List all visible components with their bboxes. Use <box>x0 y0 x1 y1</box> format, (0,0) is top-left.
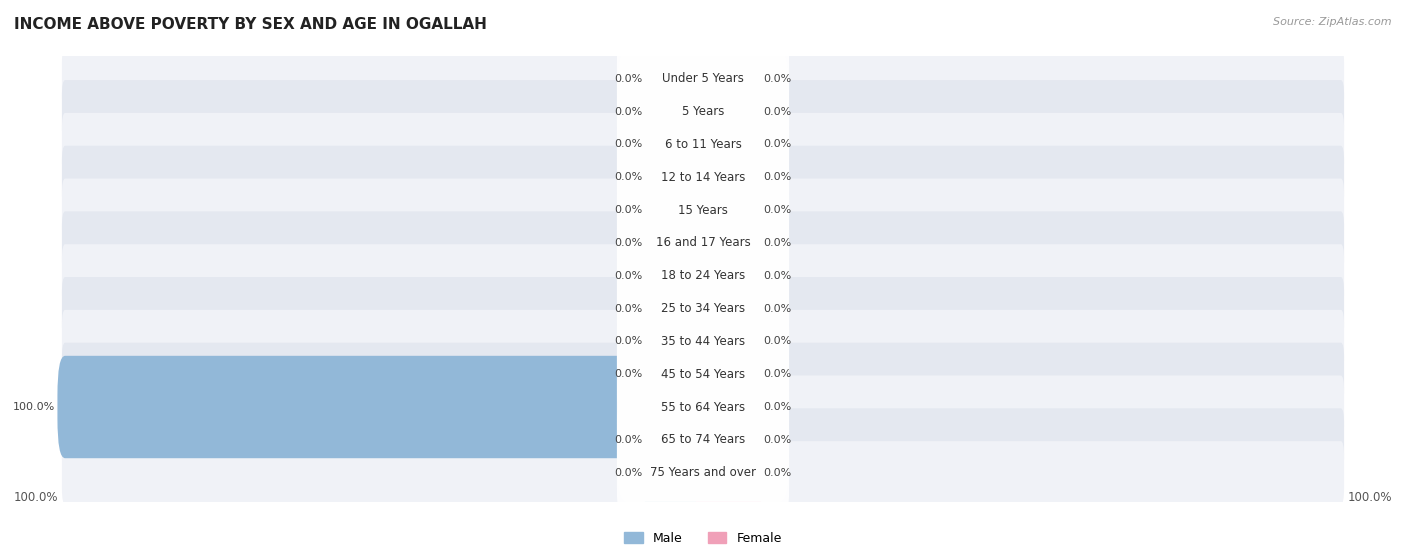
FancyBboxPatch shape <box>62 211 1344 275</box>
FancyBboxPatch shape <box>617 214 789 337</box>
Text: 0.0%: 0.0% <box>614 336 643 347</box>
FancyBboxPatch shape <box>617 345 789 469</box>
FancyBboxPatch shape <box>62 80 1344 143</box>
Legend: Male, Female: Male, Female <box>619 527 787 550</box>
Text: 55 to 64 Years: 55 to 64 Years <box>661 401 745 413</box>
Text: 6 to 11 Years: 6 to 11 Years <box>665 138 741 151</box>
FancyBboxPatch shape <box>62 310 1344 373</box>
Text: Under 5 Years: Under 5 Years <box>662 73 744 85</box>
Text: 0.0%: 0.0% <box>763 468 792 478</box>
FancyBboxPatch shape <box>644 93 710 196</box>
Text: 0.0%: 0.0% <box>614 172 643 182</box>
Text: 0.0%: 0.0% <box>763 369 792 379</box>
Text: 0.0%: 0.0% <box>614 435 643 445</box>
Text: 0.0%: 0.0% <box>614 369 643 379</box>
FancyBboxPatch shape <box>696 126 762 228</box>
Text: 0.0%: 0.0% <box>614 238 643 248</box>
FancyBboxPatch shape <box>58 356 710 458</box>
FancyBboxPatch shape <box>644 224 710 327</box>
Text: 0.0%: 0.0% <box>614 468 643 478</box>
FancyBboxPatch shape <box>696 27 762 130</box>
FancyBboxPatch shape <box>644 126 710 228</box>
Text: 25 to 34 Years: 25 to 34 Years <box>661 302 745 315</box>
FancyBboxPatch shape <box>644 159 710 261</box>
Text: 0.0%: 0.0% <box>763 140 792 150</box>
Text: 0.0%: 0.0% <box>763 172 792 182</box>
FancyBboxPatch shape <box>62 441 1344 504</box>
FancyBboxPatch shape <box>696 421 762 524</box>
FancyBboxPatch shape <box>617 50 789 173</box>
Text: 0.0%: 0.0% <box>614 304 643 314</box>
Text: 18 to 24 Years: 18 to 24 Years <box>661 269 745 282</box>
Text: 0.0%: 0.0% <box>763 304 792 314</box>
FancyBboxPatch shape <box>696 257 762 360</box>
FancyBboxPatch shape <box>62 408 1344 472</box>
FancyBboxPatch shape <box>617 116 789 239</box>
Text: 45 to 54 Years: 45 to 54 Years <box>661 368 745 381</box>
FancyBboxPatch shape <box>62 179 1344 242</box>
Text: 35 to 44 Years: 35 to 44 Years <box>661 335 745 348</box>
FancyBboxPatch shape <box>617 247 789 370</box>
FancyBboxPatch shape <box>617 312 789 436</box>
Text: 0.0%: 0.0% <box>763 74 792 84</box>
FancyBboxPatch shape <box>644 290 710 393</box>
FancyBboxPatch shape <box>696 192 762 294</box>
FancyBboxPatch shape <box>617 280 789 403</box>
FancyBboxPatch shape <box>62 376 1344 439</box>
Text: 0.0%: 0.0% <box>763 402 792 412</box>
FancyBboxPatch shape <box>696 93 762 196</box>
FancyBboxPatch shape <box>644 192 710 294</box>
Text: 65 to 74 Years: 65 to 74 Years <box>661 434 745 446</box>
Text: 0.0%: 0.0% <box>763 205 792 215</box>
Text: 0.0%: 0.0% <box>614 271 643 281</box>
Text: Source: ZipAtlas.com: Source: ZipAtlas.com <box>1274 17 1392 27</box>
FancyBboxPatch shape <box>644 388 710 491</box>
FancyBboxPatch shape <box>696 323 762 425</box>
FancyBboxPatch shape <box>644 421 710 524</box>
FancyBboxPatch shape <box>617 181 789 305</box>
FancyBboxPatch shape <box>696 224 762 327</box>
Text: 5 Years: 5 Years <box>682 105 724 118</box>
FancyBboxPatch shape <box>62 47 1344 110</box>
Text: 0.0%: 0.0% <box>614 205 643 215</box>
FancyBboxPatch shape <box>644 27 710 130</box>
Text: 75 Years and over: 75 Years and over <box>650 466 756 479</box>
FancyBboxPatch shape <box>62 343 1344 406</box>
Text: 0.0%: 0.0% <box>763 107 792 117</box>
FancyBboxPatch shape <box>644 323 710 425</box>
Text: 16 and 17 Years: 16 and 17 Years <box>655 237 751 249</box>
FancyBboxPatch shape <box>696 60 762 163</box>
Text: 100.0%: 100.0% <box>13 402 55 412</box>
FancyBboxPatch shape <box>62 244 1344 307</box>
FancyBboxPatch shape <box>696 356 762 458</box>
FancyBboxPatch shape <box>696 388 762 491</box>
Text: 0.0%: 0.0% <box>614 74 643 84</box>
Text: 0.0%: 0.0% <box>614 107 643 117</box>
FancyBboxPatch shape <box>617 83 789 206</box>
Text: 100.0%: 100.0% <box>14 491 59 504</box>
Text: 0.0%: 0.0% <box>763 435 792 445</box>
FancyBboxPatch shape <box>617 378 789 501</box>
Text: 0.0%: 0.0% <box>614 140 643 150</box>
FancyBboxPatch shape <box>696 290 762 393</box>
FancyBboxPatch shape <box>617 411 789 534</box>
Text: 0.0%: 0.0% <box>763 271 792 281</box>
FancyBboxPatch shape <box>644 257 710 360</box>
FancyBboxPatch shape <box>696 159 762 261</box>
FancyBboxPatch shape <box>617 148 789 272</box>
Text: 0.0%: 0.0% <box>763 336 792 347</box>
Text: 0.0%: 0.0% <box>763 238 792 248</box>
FancyBboxPatch shape <box>644 60 710 163</box>
Text: INCOME ABOVE POVERTY BY SEX AND AGE IN OGALLAH: INCOME ABOVE POVERTY BY SEX AND AGE IN O… <box>14 17 486 32</box>
FancyBboxPatch shape <box>617 17 789 140</box>
FancyBboxPatch shape <box>62 146 1344 209</box>
Text: 12 to 14 Years: 12 to 14 Years <box>661 171 745 184</box>
Text: 15 Years: 15 Years <box>678 204 728 217</box>
FancyBboxPatch shape <box>62 277 1344 340</box>
FancyBboxPatch shape <box>62 113 1344 176</box>
Text: 100.0%: 100.0% <box>1347 491 1392 504</box>
